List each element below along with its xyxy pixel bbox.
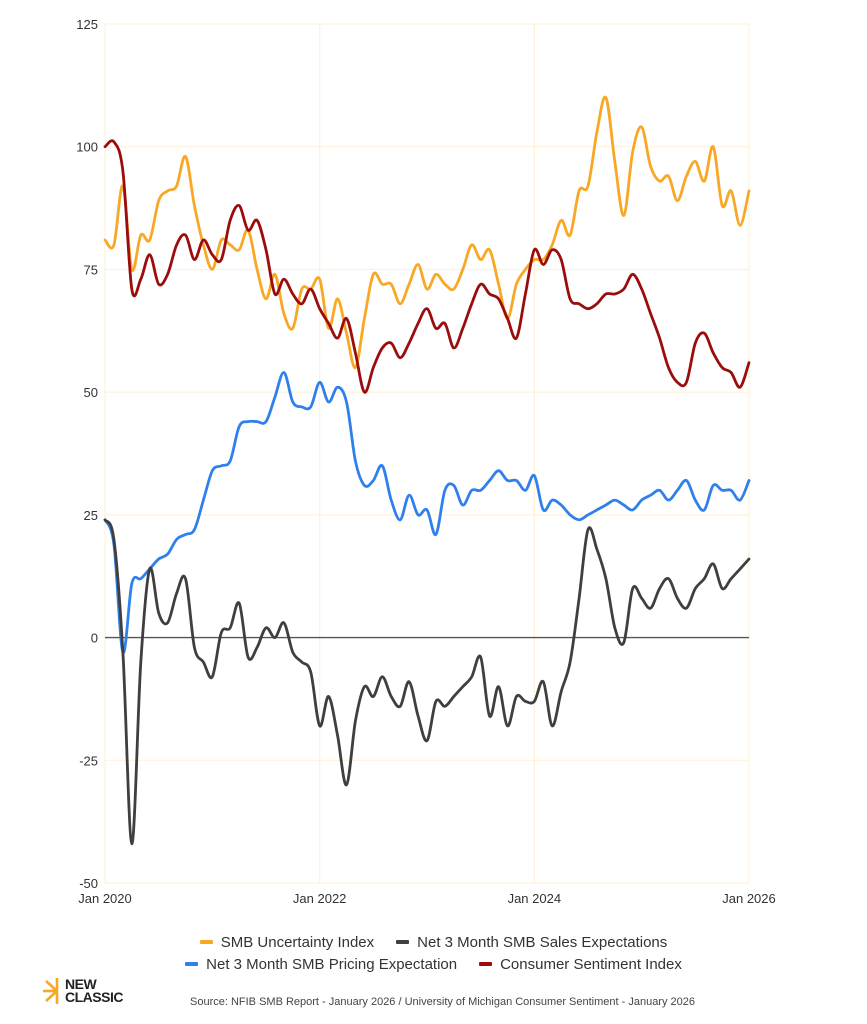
y-tick-label: 25 xyxy=(84,508,98,523)
legend-label: Consumer Sentiment Index xyxy=(500,955,682,973)
legend-item-consumer-sentiment[interactable]: Consumer Sentiment Index xyxy=(479,956,682,973)
legend-item-sales-expectations[interactable]: Net 3 Month SMB Sales Expectations xyxy=(396,934,667,951)
legend-label: Net 3 Month SMB Sales Expectations xyxy=(417,933,668,951)
legend-row-2: Net 3 Month SMB Pricing Expectation Cons… xyxy=(0,953,867,975)
series-lines xyxy=(103,95,751,846)
logo-line-1: NEW xyxy=(65,976,97,992)
y-axis: -50 -25 0 25 50 75 100 125 xyxy=(76,17,98,891)
sunburst-icon xyxy=(43,978,59,1004)
legend-row-1: SMB Uncertainty Index Net 3 Month SMB Sa… xyxy=(0,931,867,953)
grid xyxy=(104,23,750,884)
y-tick-label: -50 xyxy=(79,876,98,891)
legend-swatch-sales-expectations xyxy=(396,940,410,944)
x-tick-label: Jan 2022 xyxy=(293,891,347,906)
legend-swatch-smb-uncertainty xyxy=(199,940,213,944)
x-tick-label: Jan 2020 xyxy=(78,891,132,906)
y-tick-label: -25 xyxy=(79,753,98,768)
new-classic-logo: NEW CLASSIC xyxy=(41,977,123,1005)
series-line-consumer-sentiment xyxy=(103,139,751,394)
y-tick-label: 75 xyxy=(84,262,98,277)
logo-line-2: CLASSIC xyxy=(65,989,123,1005)
series-line-sales-expectations xyxy=(103,518,751,846)
x-axis: Jan 2020 Jan 2022 Jan 2024 Jan 2026 xyxy=(78,891,776,906)
legend-swatch-consumer-sentiment xyxy=(479,962,493,966)
series-line-pricing-expectation xyxy=(103,371,751,654)
legend-swatch-pricing-expectation xyxy=(185,962,199,966)
series-line-smb-uncertainty xyxy=(103,95,751,370)
legend-item-pricing-expectation[interactable]: Net 3 Month SMB Pricing Expectation xyxy=(185,956,457,973)
y-tick-label: 125 xyxy=(76,17,98,32)
y-tick-label: 0 xyxy=(91,631,98,646)
legend: SMB Uncertainty Index Net 3 Month SMB Sa… xyxy=(0,931,867,975)
x-tick-label: Jan 2024 xyxy=(508,891,562,906)
legend-label: SMB Uncertainty Index xyxy=(220,933,375,951)
x-tick-label: Jan 2026 xyxy=(722,891,776,906)
logo-text: NEW CLASSIC xyxy=(65,976,123,1005)
y-tick-label: 50 xyxy=(84,385,98,400)
source-note: Source: NFIB SMB Report - January 2026 /… xyxy=(190,996,696,1008)
legend-item-smb-uncertainty[interactable]: SMB Uncertainty Index xyxy=(199,933,375,951)
y-tick-label: 100 xyxy=(76,140,98,155)
legend-label: Net 3 Month SMB Pricing Expectation xyxy=(206,955,458,973)
